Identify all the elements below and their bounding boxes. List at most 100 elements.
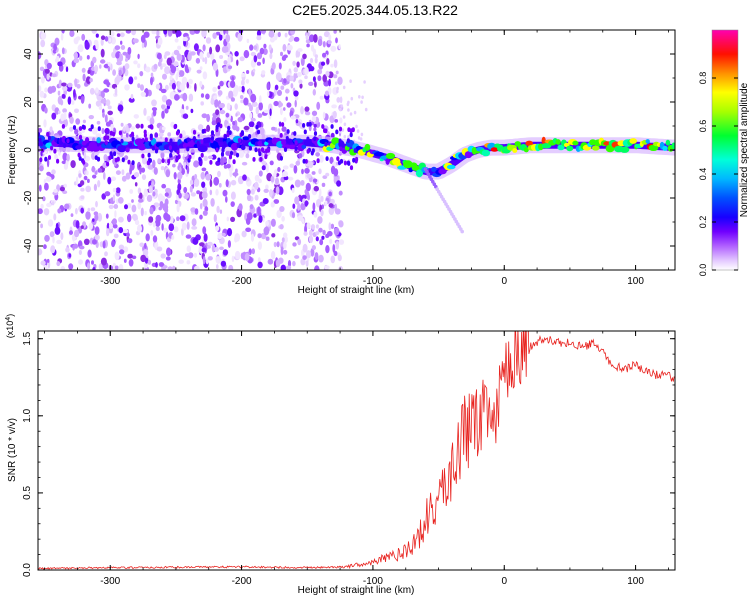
noise-speckle <box>46 258 50 263</box>
noise-speckle <box>167 266 173 270</box>
noise-speckle <box>302 53 307 60</box>
noise-speckle <box>82 73 86 82</box>
signal-blob <box>149 133 153 139</box>
signal-blob <box>662 145 668 151</box>
noise-speckle <box>60 113 65 122</box>
noise-speckle <box>294 196 300 205</box>
signal-blob <box>572 140 579 146</box>
noise-speckle <box>305 260 309 267</box>
noise-speckle <box>80 195 85 200</box>
noise-speckle <box>44 75 48 79</box>
noise-speckle <box>123 246 129 253</box>
noise-speckle <box>314 54 318 59</box>
signal-blob <box>339 146 343 152</box>
noise-speckle <box>229 80 236 88</box>
signal-blob <box>346 138 350 144</box>
noise-speckle <box>164 66 171 75</box>
noise-speckle <box>40 223 43 229</box>
signal-blob <box>228 154 233 160</box>
noise-speckle <box>237 116 243 123</box>
noise-speckle <box>203 233 208 242</box>
noise-speckle <box>152 108 157 117</box>
noise-speckle <box>330 255 336 264</box>
noise-speckle <box>250 93 257 103</box>
noise-speckle <box>256 61 261 66</box>
noise-speckle <box>273 35 278 41</box>
noise-speckle <box>108 204 114 210</box>
noise-speckle <box>285 96 288 101</box>
noise-speckle <box>69 116 74 125</box>
noise-speckle <box>302 243 308 253</box>
noise-speckle <box>243 50 250 59</box>
signal-blob <box>311 148 315 154</box>
signal-blob <box>293 131 297 136</box>
noise-speckle <box>179 215 186 222</box>
noise-speckle <box>44 107 48 114</box>
noise-speckle <box>54 37 60 46</box>
noise-speckle <box>361 95 364 100</box>
noise-speckle <box>89 87 95 95</box>
noise-speckle <box>302 218 305 225</box>
noise-speckle <box>340 104 344 108</box>
signal-blob <box>364 143 371 151</box>
noise-speckle <box>92 56 97 64</box>
noise-speckle <box>241 79 245 86</box>
noise-speckle <box>222 189 228 197</box>
noise-speckle <box>284 32 288 38</box>
noise-speckle <box>53 43 57 52</box>
noise-speckle <box>320 195 324 202</box>
noise-speckle <box>155 214 162 223</box>
noise-speckle <box>166 57 172 66</box>
noise-speckle <box>347 108 350 112</box>
noise-speckle <box>115 30 121 33</box>
noise-speckle <box>288 37 293 43</box>
noise-speckle <box>110 126 114 132</box>
noise-speckle <box>283 241 287 249</box>
signal-blob <box>117 145 127 153</box>
noise-speckle <box>193 43 199 52</box>
signal-blob <box>240 131 245 137</box>
noise-speckle <box>216 205 220 213</box>
noise-speckle <box>238 85 242 93</box>
noise-speckle <box>304 75 308 80</box>
signal-blob <box>209 160 213 165</box>
noise-speckle <box>207 241 213 246</box>
noise-speckle <box>230 216 236 222</box>
noise-speckle <box>120 122 124 127</box>
noise-speckle <box>269 52 273 60</box>
noise-speckle <box>250 117 256 122</box>
signal-blob <box>78 143 82 149</box>
noise-speckle <box>292 260 296 267</box>
signal-blob <box>323 128 327 134</box>
signal-blob <box>127 159 131 165</box>
snr-line <box>38 331 675 570</box>
noise-speckle <box>39 90 45 98</box>
noise-speckle <box>126 232 130 237</box>
signal-blob <box>169 152 173 158</box>
noise-speckle <box>238 150 245 158</box>
noise-speckle <box>189 30 196 35</box>
noise-speckle <box>279 224 284 230</box>
noise-speckle <box>191 226 198 230</box>
noise-speckle <box>248 121 255 128</box>
noise-speckle <box>194 30 200 34</box>
signal-blob <box>308 121 312 127</box>
noise-speckle <box>152 191 156 197</box>
noise-speckle <box>38 248 43 256</box>
noise-speckle <box>95 33 99 38</box>
noise-speckle <box>259 126 265 136</box>
noise-speckle <box>225 150 232 156</box>
noise-speckle <box>120 45 126 50</box>
noise-speckle <box>311 171 316 175</box>
noise-speckle <box>304 167 310 174</box>
noise-speckle <box>140 207 144 217</box>
noise-speckle <box>263 48 268 55</box>
noise-speckle <box>85 211 91 220</box>
noise-speckle <box>305 250 312 259</box>
noise-speckle <box>281 126 287 132</box>
noise-speckle <box>241 85 245 93</box>
noise-speckle <box>258 102 264 111</box>
noise-speckle <box>327 40 332 45</box>
noise-speckle <box>52 236 55 244</box>
noise-speckle <box>100 35 106 40</box>
